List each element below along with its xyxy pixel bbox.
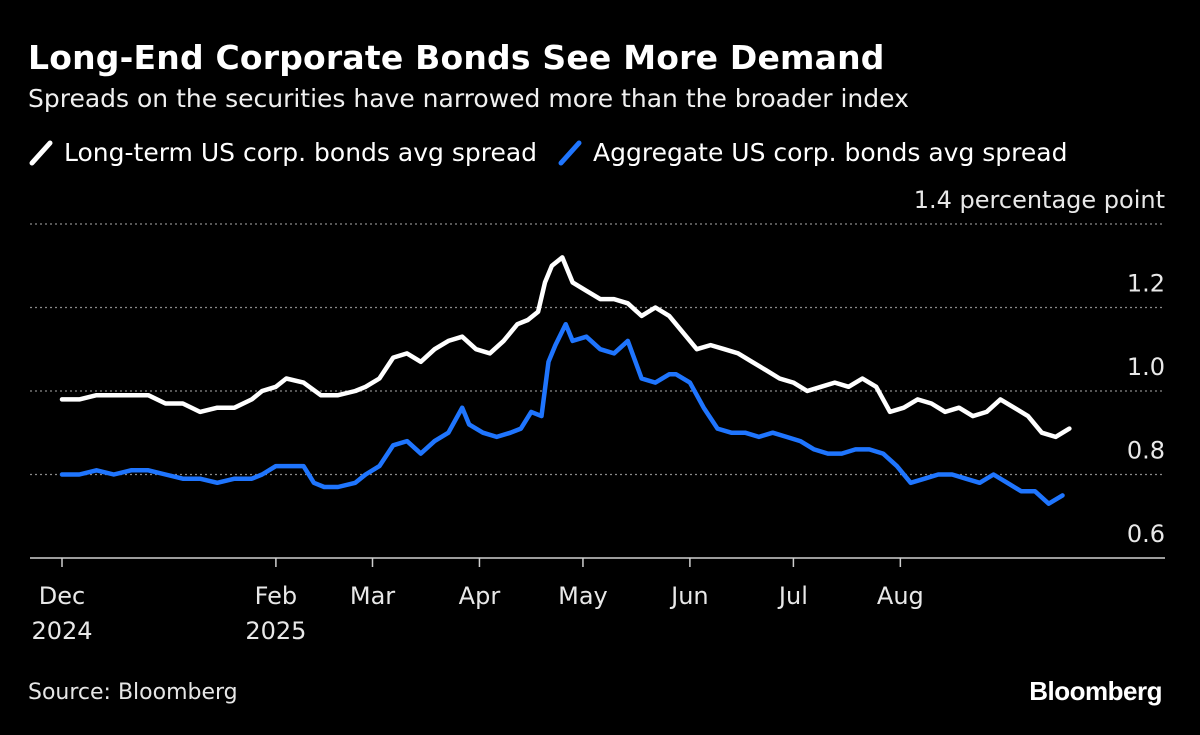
y-tick-label-4: 0.6 [1127,520,1165,548]
y-tick-label-2: 1.0 [1127,353,1165,381]
legend-swatch-aggregate [558,140,582,165]
legend-label-aggregate: Aggregate US corp. bonds avg spread [593,138,1068,167]
legend-item-aggregate: Aggregate US corp. bonds avg spread [557,138,1067,167]
chart-title: Long-End Corporate Bonds See More Demand [28,38,885,77]
source-note: Source: Bloomberg [28,680,238,705]
x-tick-label-6: Jul [777,582,808,610]
y-tick-label-1: 1.2 [1127,270,1165,298]
legend-label-long-term: Long-term US corp. bonds avg spread [64,138,538,167]
chart-subtitle: Spreads on the securities have narrowed … [28,84,909,113]
series-line-0 [59,255,1072,440]
series-line-1 [59,321,1065,506]
x-tick-label-5: Jun [669,582,709,610]
x-tick-label-3: Apr [459,582,501,610]
x-tick-label-0: Dec [39,582,85,610]
x-tick-label-4: May [558,582,608,610]
y-tick-label-0: 1.4 percentage point [914,186,1165,214]
x-tick-label-1: Feb [255,582,298,610]
legend-item-long-term: Long-term US corp. bonds avg spread [28,138,537,167]
x-tick-label-2: Mar [350,582,395,610]
x-tick-label-7: Aug [877,582,924,610]
x-tick-year-label-0: 2024 [31,617,92,645]
y-tick-label-3: 0.8 [1127,437,1165,465]
bloomberg-logo: Bloomberg [1029,676,1162,706]
x-tick-year-label-1: 2025 [245,617,306,645]
legend: Long-term US corp. bonds avg spread Aggr… [28,138,1087,167]
legend-swatch-long-term [29,140,53,165]
